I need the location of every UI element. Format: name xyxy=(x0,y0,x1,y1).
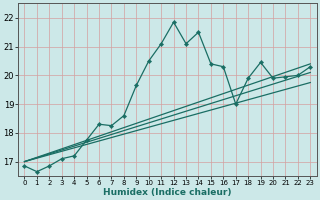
X-axis label: Humidex (Indice chaleur): Humidex (Indice chaleur) xyxy=(103,188,232,197)
